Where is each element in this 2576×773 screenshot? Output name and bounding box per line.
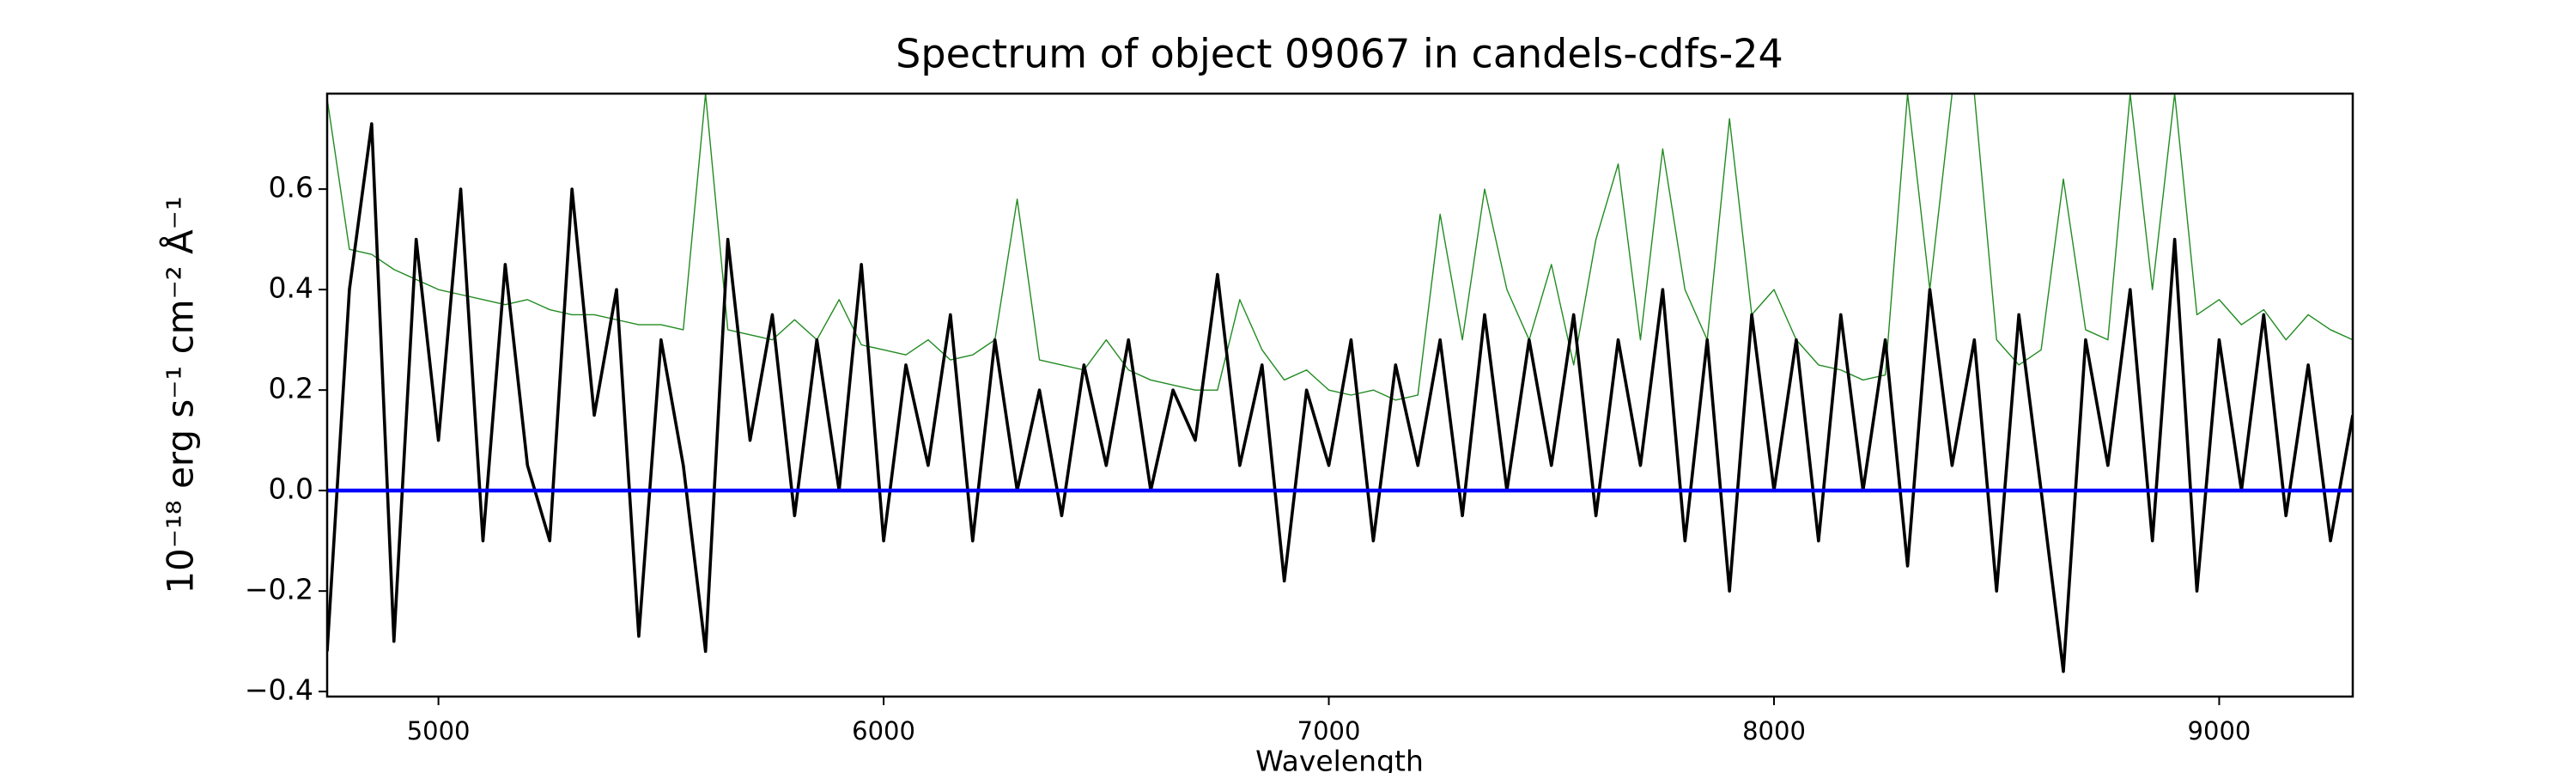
x-tick-label: 9000 [2188, 716, 2251, 746]
y-tick-label: −0.2 [245, 573, 313, 606]
plot-area [327, 94, 2353, 673]
x-tick-label: 7000 [1297, 716, 1361, 746]
spectrum-line [327, 122, 2353, 673]
y-tick-label: 0.2 [269, 372, 313, 405]
y-tick-label: 0.4 [269, 271, 313, 305]
x-axis-label: Wavelength [1255, 745, 1424, 773]
y-tick-label: 0.6 [269, 171, 313, 204]
x-tick-label: 5000 [407, 716, 471, 746]
y-axis-label: 10⁻¹⁸ erg s⁻¹ cm⁻² Å⁻¹ [159, 196, 202, 593]
x-tick-label: 8000 [1742, 716, 1806, 746]
y-tick-label: −0.4 [245, 673, 313, 707]
axes-frame [325, 92, 2354, 698]
x-tick-label: 6000 [852, 716, 915, 746]
y-tick-label: 0.0 [269, 472, 313, 506]
chart-title: Spectrum of object 09067 in candels-cdfs… [896, 31, 1783, 77]
